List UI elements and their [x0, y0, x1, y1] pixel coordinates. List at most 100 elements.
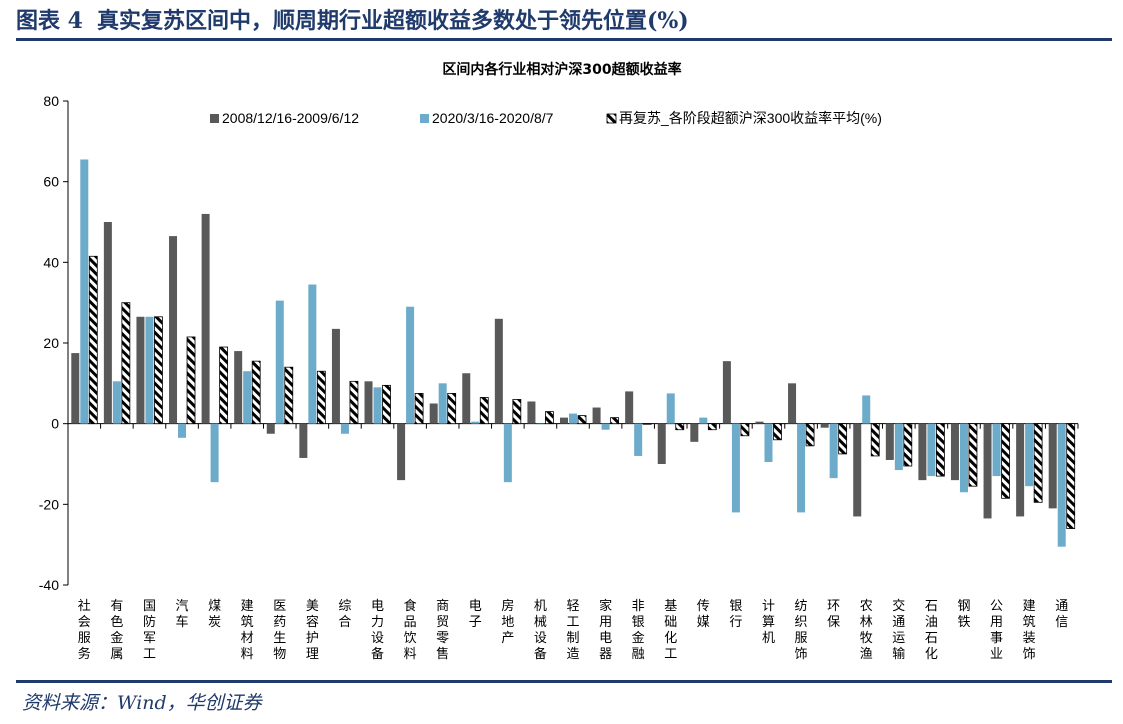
legend-label-1: 2008/12/16-2009/6/12 [222, 110, 359, 126]
bar-series-1-非银金融 [625, 391, 634, 424]
x-tick-label: 家用电器 [599, 598, 612, 662]
x-tick-label: 石油石化 [925, 599, 938, 662]
figure-title: 真实复苏区间中，顺周期行业超额收益多数处于领先位置(%) [96, 8, 689, 34]
x-tick-label: 电子 [469, 599, 482, 630]
bar-series-1-美容护理 [299, 423, 308, 458]
legend-swatch-1 [210, 114, 219, 123]
bar-series-2-国防军工 [145, 316, 154, 424]
y-tick-label: -40 [39, 577, 59, 593]
bar-series-2-电力设备 [373, 387, 382, 424]
bar-series-3-综合 [349, 380, 359, 425]
bar-series-3-银行 [740, 423, 750, 437]
bar-series-3-家用电器 [610, 417, 619, 425]
bar-series-3-非银金融 [642, 423, 652, 425]
bar-series-2-医药生物 [275, 300, 284, 424]
x-tick-label: 机械设备 [534, 599, 547, 662]
bar-series-3-电力设备 [382, 384, 391, 425]
bar-series-2-建筑材料 [243, 371, 252, 424]
x-tick-label: 钢铁 [957, 599, 970, 630]
bar-series-3-传媒 [707, 423, 717, 431]
bar-series-1-银行 [722, 361, 731, 424]
x-tick-label: 汽车 [176, 599, 189, 630]
bar-series-3-通信 [1066, 423, 1076, 529]
x-tick-label: 国防军工 [143, 599, 156, 662]
bar-series-3-纺织服饰 [805, 423, 815, 447]
bar-series-2-轻工制造 [569, 413, 577, 424]
bar-series-3-钢铁 [968, 423, 978, 487]
x-tick-label: 计算机 [762, 599, 775, 646]
bar-series-1-基础化工 [657, 423, 666, 464]
bar-series-2-传媒 [699, 417, 708, 424]
x-tick-label: 环保 [827, 599, 840, 630]
bar-series-2-基础化工 [666, 393, 675, 424]
bar-series-1-通信 [1048, 423, 1057, 509]
legend-swatch-2 [420, 114, 429, 123]
bar-series-3-商贸零售 [447, 393, 457, 425]
bar-series-3-计算机 [773, 423, 782, 441]
bar-series-1-石油石化 [918, 423, 927, 481]
y-tick-label: 20 [43, 335, 59, 351]
bar-series-1-商贸零售 [429, 403, 438, 424]
bar-series-2-交通运输 [894, 423, 903, 471]
x-tick-label: 食品饮料 [404, 598, 417, 662]
bar-series-3-公用事业 [1001, 423, 1010, 499]
x-tick-label: 通信 [1055, 599, 1068, 630]
figure-number: 图表 4 [16, 8, 83, 34]
x-tick-label: 社会服务 [78, 598, 91, 662]
bar-series-1-汽车 [169, 236, 178, 424]
y-tick-label: 0 [51, 416, 59, 432]
x-tick-label: 建筑材料 [241, 599, 254, 662]
bar-series-1-社会服务 [71, 353, 80, 424]
bar-series-1-综合 [331, 328, 340, 424]
bar-series-1-食品饮料 [397, 423, 406, 481]
bar-series-3-电子 [479, 397, 489, 425]
bar-series-3-有色金属 [121, 302, 131, 425]
x-tick-label: 电力设备 [371, 599, 384, 662]
bar-series-3-轻工制造 [577, 415, 587, 425]
bar-series-1-医药生物 [266, 423, 275, 434]
bar-series-3-建筑材料 [251, 360, 261, 425]
bar-series-1-计算机 [755, 421, 764, 424]
bar-series-3-医药生物 [284, 366, 294, 425]
bar-series-1-家用电器 [592, 407, 601, 424]
bar-series-2-商贸零售 [438, 383, 447, 424]
bar-series-1-机械设备 [527, 401, 536, 424]
bar-series-1-煤炭 [201, 213, 210, 424]
bar-series-3-社会服务 [88, 255, 98, 425]
bar-series-1-轻工制造 [560, 417, 568, 424]
bar-series-2-银行 [731, 423, 740, 513]
x-tick-label: 有色金属 [110, 599, 123, 662]
bar-series-2-煤炭 [210, 423, 219, 483]
bar-series-2-社会服务 [80, 159, 89, 424]
bar-series-2-非银金融 [634, 423, 643, 456]
bar-series-3-食品饮料 [414, 393, 424, 425]
bar-series-2-房地产 [503, 423, 512, 483]
bar-series-1-农林牧渔 [853, 423, 862, 517]
bar-series-2-钢铁 [959, 423, 968, 493]
legend-label-2: 2020/3/16-2020/8/7 [432, 110, 554, 126]
x-tick-label: 煤炭 [208, 599, 221, 630]
bar-series-2-建筑装饰 [1025, 423, 1034, 487]
bar-series-2-电子 [471, 421, 480, 424]
bar-series-1-纺织服饰 [788, 383, 797, 424]
bar-series-2-石油石化 [927, 423, 936, 477]
bar-series-1-传媒 [690, 423, 699, 442]
bar-series-2-有色金属 [112, 381, 121, 424]
bar-series-3-煤炭 [219, 346, 229, 425]
x-tick-label: 综合 [338, 599, 351, 630]
x-tick-label: 纺织服饰 [795, 599, 808, 662]
bar-series-2-纺织服饰 [797, 423, 806, 513]
bar-series-3-石油石化 [935, 423, 945, 477]
bar-series-3-交通运输 [903, 423, 913, 467]
bar-series-2-综合 [340, 423, 349, 434]
bar-series-1-建筑装饰 [1016, 423, 1025, 517]
x-tick-label: 美容护理 [306, 599, 319, 662]
bar-series-2-环保 [829, 423, 838, 479]
bar-series-1-国防军工 [136, 316, 145, 424]
bar-series-3-国防军工 [154, 316, 163, 425]
x-tick-label: 基础化工 [664, 599, 677, 662]
x-tick-label: 传媒 [697, 599, 710, 630]
bar-series-3-房地产 [512, 399, 522, 425]
bar-series-1-电子 [462, 373, 471, 424]
bar-series-3-机械设备 [545, 411, 554, 425]
